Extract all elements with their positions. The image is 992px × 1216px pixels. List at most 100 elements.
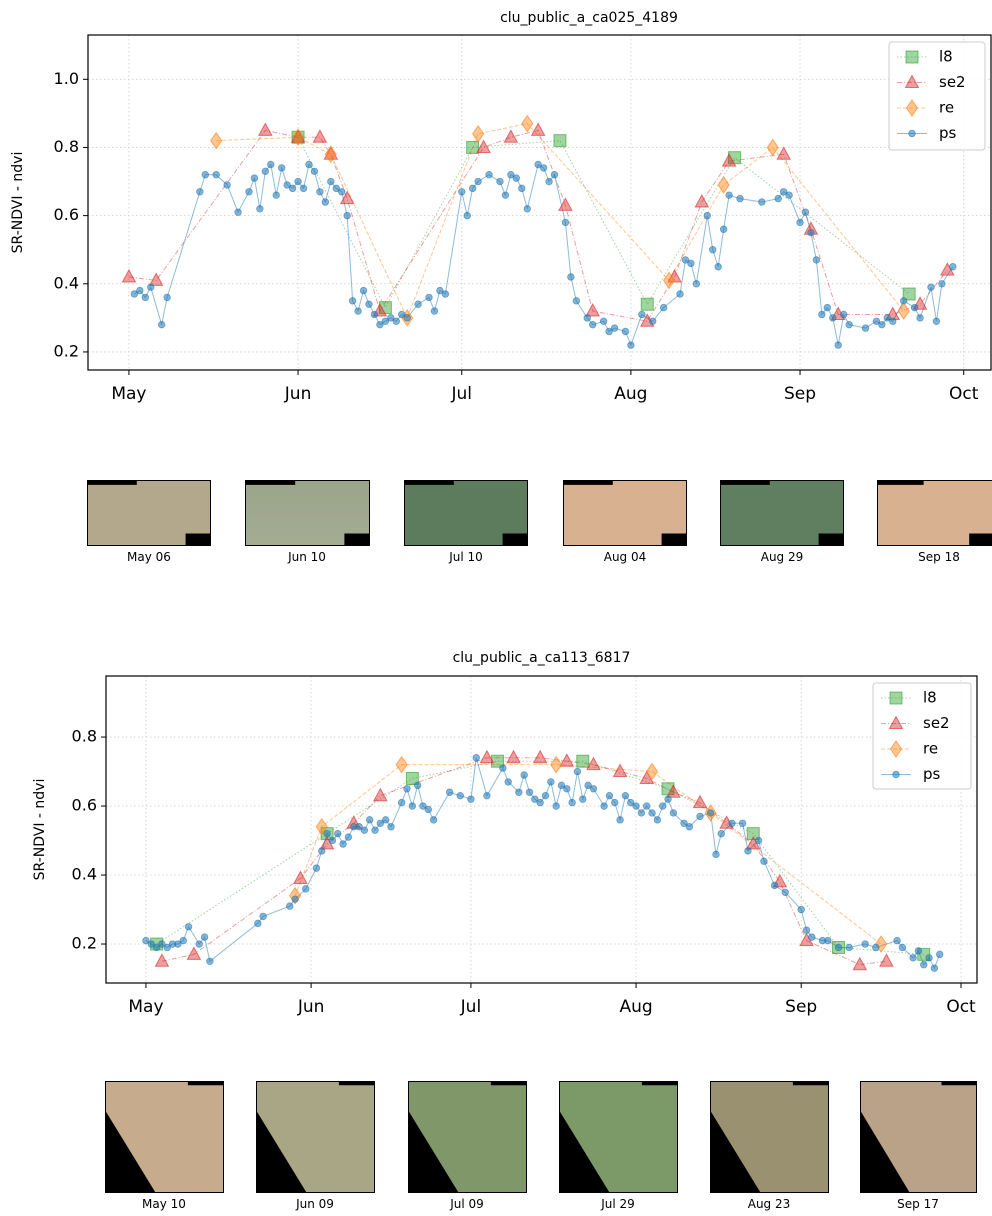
marker bbox=[381, 816, 390, 824]
marker bbox=[532, 749, 548, 764]
marker bbox=[845, 320, 853, 329]
marker bbox=[531, 795, 539, 803]
marker bbox=[861, 324, 870, 332]
thumbnail-date: Sep 18 bbox=[918, 550, 960, 564]
marker bbox=[507, 171, 515, 179]
x-tick-label: Jul bbox=[450, 384, 472, 404]
marker bbox=[728, 819, 736, 827]
marker bbox=[476, 139, 491, 153]
marker bbox=[658, 802, 667, 810]
x-tick-label: Oct bbox=[946, 997, 976, 1017]
marker bbox=[491, 754, 505, 768]
marker bbox=[746, 827, 760, 841]
thumbnail-date: Jul 09 bbox=[450, 1197, 484, 1211]
marker bbox=[359, 286, 368, 295]
thumbnail bbox=[105, 1081, 224, 1193]
marker bbox=[472, 124, 485, 143]
marker bbox=[483, 791, 491, 800]
marker bbox=[932, 317, 941, 325]
thumbnail bbox=[408, 1081, 527, 1193]
marker bbox=[344, 833, 353, 841]
marker bbox=[766, 138, 779, 157]
marker bbox=[152, 943, 161, 952]
marker bbox=[348, 297, 357, 305]
marker bbox=[612, 763, 628, 778]
marker bbox=[371, 826, 379, 834]
marker bbox=[370, 310, 379, 319]
marker bbox=[779, 188, 788, 196]
marker bbox=[550, 755, 563, 774]
marker bbox=[559, 753, 575, 767]
thumbnail-date: Aug 23 bbox=[747, 1197, 791, 1211]
thumbnail-date: May 10 bbox=[142, 1197, 186, 1211]
marker bbox=[664, 795, 672, 803]
marker bbox=[586, 756, 601, 771]
marker bbox=[797, 905, 805, 914]
marker bbox=[501, 191, 510, 199]
marker bbox=[561, 218, 570, 227]
y-tick-label: 0.4 bbox=[54, 273, 79, 292]
marker bbox=[256, 205, 264, 213]
marker bbox=[909, 954, 917, 962]
marker bbox=[904, 74, 920, 88]
marker bbox=[889, 317, 897, 325]
marker bbox=[318, 847, 326, 855]
thumbnail-date: Jul 10 bbox=[449, 550, 483, 564]
marker bbox=[206, 957, 214, 965]
marker bbox=[354, 307, 362, 315]
marker bbox=[888, 715, 904, 729]
marker bbox=[184, 923, 193, 931]
legend-label: se2 bbox=[939, 73, 966, 91]
marker bbox=[687, 259, 695, 268]
marker bbox=[130, 290, 139, 298]
thumbnail bbox=[256, 1081, 375, 1193]
marker bbox=[334, 829, 342, 838]
marker bbox=[436, 286, 444, 295]
marker bbox=[776, 146, 792, 160]
marker bbox=[692, 280, 701, 288]
marker bbox=[709, 245, 717, 254]
marker bbox=[520, 771, 528, 779]
marker bbox=[692, 794, 708, 809]
x-tick-label: May bbox=[128, 997, 163, 1017]
marker bbox=[872, 943, 880, 952]
marker bbox=[920, 961, 928, 969]
marker bbox=[147, 283, 155, 291]
marker bbox=[536, 798, 544, 807]
marker bbox=[563, 785, 571, 793]
series-line bbox=[297, 137, 910, 309]
marker bbox=[472, 754, 480, 762]
thumbnail-date: Aug 04 bbox=[603, 550, 647, 564]
marker bbox=[547, 778, 555, 786]
marker bbox=[648, 809, 656, 817]
marker bbox=[518, 184, 526, 193]
thumbnail-date: Jul 29 bbox=[601, 1197, 635, 1211]
marker bbox=[796, 218, 804, 227]
marker bbox=[458, 188, 466, 196]
marker bbox=[925, 954, 933, 962]
thumbnail-date: Jun 10 bbox=[288, 550, 326, 564]
marker bbox=[902, 287, 916, 301]
marker bbox=[525, 788, 534, 796]
marker bbox=[360, 826, 369, 834]
marker bbox=[573, 767, 582, 776]
marker bbox=[639, 770, 655, 784]
marker bbox=[738, 819, 747, 827]
thumbnail-date: Jun 09 bbox=[296, 1197, 334, 1211]
marker bbox=[121, 268, 137, 283]
chart-title: clu_public_a_ca025_4189 bbox=[500, 10, 678, 26]
marker bbox=[889, 740, 903, 758]
marker bbox=[712, 850, 720, 859]
marker bbox=[605, 327, 613, 336]
marker bbox=[861, 940, 869, 948]
marker bbox=[506, 749, 521, 764]
marker bbox=[632, 802, 640, 810]
plot-frame bbox=[105, 675, 978, 984]
marker bbox=[467, 795, 475, 803]
marker bbox=[158, 940, 166, 948]
marker bbox=[310, 167, 319, 176]
marker bbox=[154, 953, 170, 967]
y-axis-label: SR-NDVI - ndvi bbox=[10, 152, 26, 254]
marker bbox=[916, 314, 924, 322]
